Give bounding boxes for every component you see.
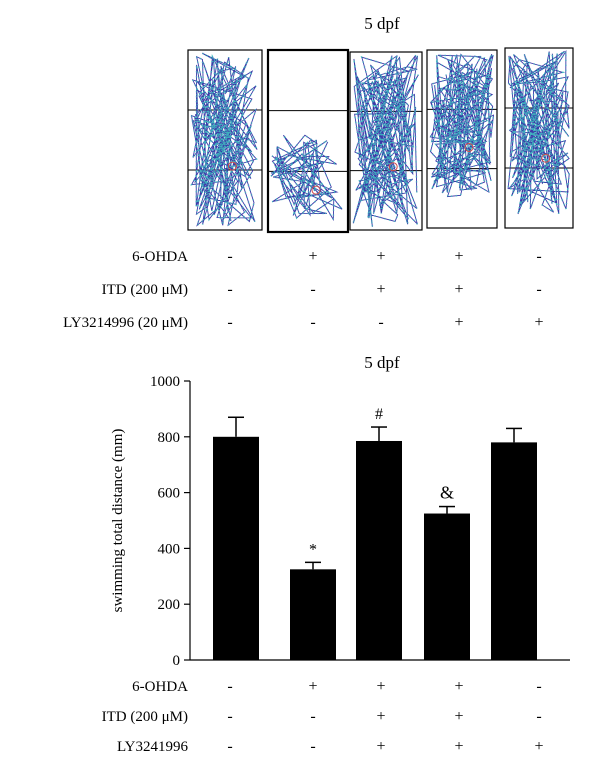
bottom-row-sign: - — [536, 708, 542, 725]
bottom-row-sign: + — [454, 678, 464, 695]
bottom-row-sign: - — [310, 708, 316, 725]
bar — [213, 436, 259, 660]
bottom-row-sign: + — [454, 738, 464, 755]
y-tick-label: 200 — [158, 597, 181, 613]
significance-label: * — [309, 541, 317, 558]
bottom-row-sign: - — [536, 678, 542, 695]
trajectory-box — [504, 47, 574, 229]
top-row-label: LY3214996 (20 μM) — [63, 315, 188, 331]
top-row-sign: - — [536, 248, 542, 265]
top-row-sign: - — [310, 281, 316, 298]
bottom-row-label: LY3241996 — [117, 739, 188, 755]
y-tick-label: 1000 — [150, 374, 180, 390]
top-row-sign: + — [534, 314, 544, 331]
y-tick-label: 600 — [158, 486, 181, 502]
top-row-sign: - — [227, 281, 233, 298]
y-tick-label: 400 — [158, 541, 181, 557]
top-row-sign: + — [376, 281, 386, 298]
y-tick-label: 0 — [173, 653, 181, 669]
top-row-sign: + — [454, 248, 464, 265]
top-row-sign: - — [227, 314, 233, 331]
top-row-sign: - — [310, 314, 316, 331]
bottom-row-sign: + — [454, 708, 464, 725]
trajectory-box — [187, 49, 263, 231]
bar — [290, 569, 336, 660]
trajectory-box — [426, 49, 498, 229]
top-row-label: 6-OHDA — [132, 249, 188, 265]
top-row-sign: - — [536, 281, 542, 298]
top-panel-title: 5 dpf — [364, 14, 400, 33]
y-tick-label: 800 — [158, 430, 181, 446]
trajectory-box — [266, 48, 350, 234]
bar — [356, 440, 402, 660]
bottom-row-label: 6-OHDA — [132, 679, 188, 695]
top-row-sign: + — [454, 281, 464, 298]
bottom-row-sign: + — [376, 708, 386, 725]
bottom-row-sign: - — [227, 708, 233, 725]
bottom-row-sign: - — [227, 678, 233, 695]
trajectory-panels — [187, 47, 574, 234]
chart-title: 5 dpf — [364, 353, 400, 372]
bottom-row-sign: + — [376, 678, 386, 695]
bottom-row-sign: + — [534, 738, 544, 755]
bottom-row-sign: - — [310, 738, 316, 755]
top-row-sign: - — [378, 314, 384, 331]
top-row-sign: + — [454, 314, 464, 331]
significance-label: # — [375, 406, 383, 423]
bar — [491, 442, 537, 660]
bottom-row-sign: + — [376, 738, 386, 755]
significance-label: & — [440, 483, 454, 503]
top-row-label: ITD (200 μM) — [101, 282, 188, 298]
bar-chart: 0 200 400 600 800 1000 swimming total distance… — [110, 374, 570, 669]
trajectory-box — [349, 51, 423, 231]
bottom-row-label: ITD (200 μM) — [101, 709, 188, 725]
bottom-row-sign: + — [308, 678, 318, 695]
top-row-sign: - — [227, 248, 233, 265]
bottom-row-sign: - — [227, 738, 233, 755]
y-axis-label: swimming total distance (mm) — [110, 429, 126, 613]
bar — [424, 513, 470, 660]
top-row-sign: + — [308, 248, 318, 265]
top-row-sign: + — [376, 248, 386, 265]
